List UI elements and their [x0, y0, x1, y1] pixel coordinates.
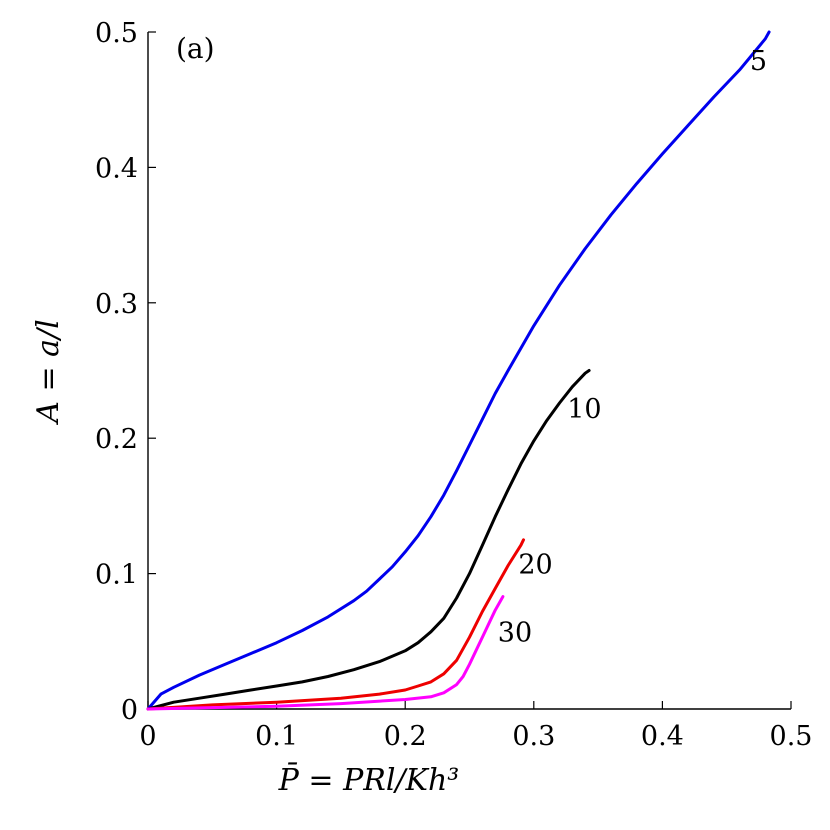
series-line-20: [146, 538, 525, 711]
series-label-30: 30: [498, 617, 532, 648]
y-tick-label: 0.1: [95, 560, 138, 591]
x-tick-label: 0.4: [641, 721, 684, 752]
series-line-5: [146, 30, 771, 711]
x-axis-label: P̄ = PRl/Kh³: [278, 762, 460, 798]
y-tick-label: 0.3: [95, 289, 138, 320]
y-tick-label: 0.5: [95, 18, 138, 49]
x-tick-label: 0.5: [770, 721, 813, 752]
chart-axes: 0 0.1 0.2 0.3 0.4 0.5 0 0.1 0.2 0.3 0.4 0.5: [95, 18, 812, 752]
series-label-20: 20: [518, 550, 552, 581]
y-tick-label: 0.2: [95, 424, 138, 455]
x-tick-label: 0: [139, 721, 156, 752]
y-tick-label: 0.4: [95, 153, 138, 184]
chart-series: [146, 30, 771, 711]
series-label-10: 10: [567, 394, 601, 425]
x-tick-label: 0.3: [512, 721, 555, 752]
series-line-30: [146, 595, 505, 711]
series-label-5: 5: [750, 46, 767, 77]
x-tick-label: 0.2: [384, 721, 427, 752]
series-line-10: [146, 369, 591, 711]
chart-labels: 5 10 20 30: [498, 46, 767, 648]
panel-label: (a): [176, 32, 215, 65]
y-tick-label: 0: [121, 695, 138, 726]
y-axis-label: A = a/l: [31, 319, 66, 425]
x-tick-label: 0.1: [255, 721, 298, 752]
